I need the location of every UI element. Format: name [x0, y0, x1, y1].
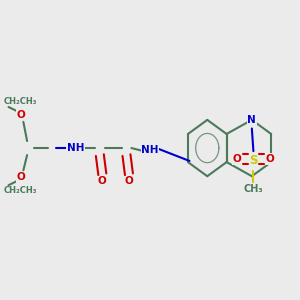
- Text: O: O: [233, 154, 242, 164]
- Text: O: O: [124, 176, 133, 186]
- Text: CH₃: CH₃: [244, 184, 263, 194]
- Text: O: O: [16, 172, 25, 182]
- Text: O: O: [265, 154, 274, 164]
- Text: O: O: [16, 110, 25, 120]
- Text: CH₂CH₃: CH₂CH₃: [4, 186, 37, 195]
- Text: NH: NH: [141, 145, 159, 155]
- Text: NH: NH: [67, 143, 84, 153]
- Text: S: S: [249, 154, 258, 167]
- Text: N: N: [248, 115, 256, 125]
- Text: CH₂CH₃: CH₂CH₃: [4, 97, 37, 106]
- Text: O: O: [98, 176, 107, 186]
